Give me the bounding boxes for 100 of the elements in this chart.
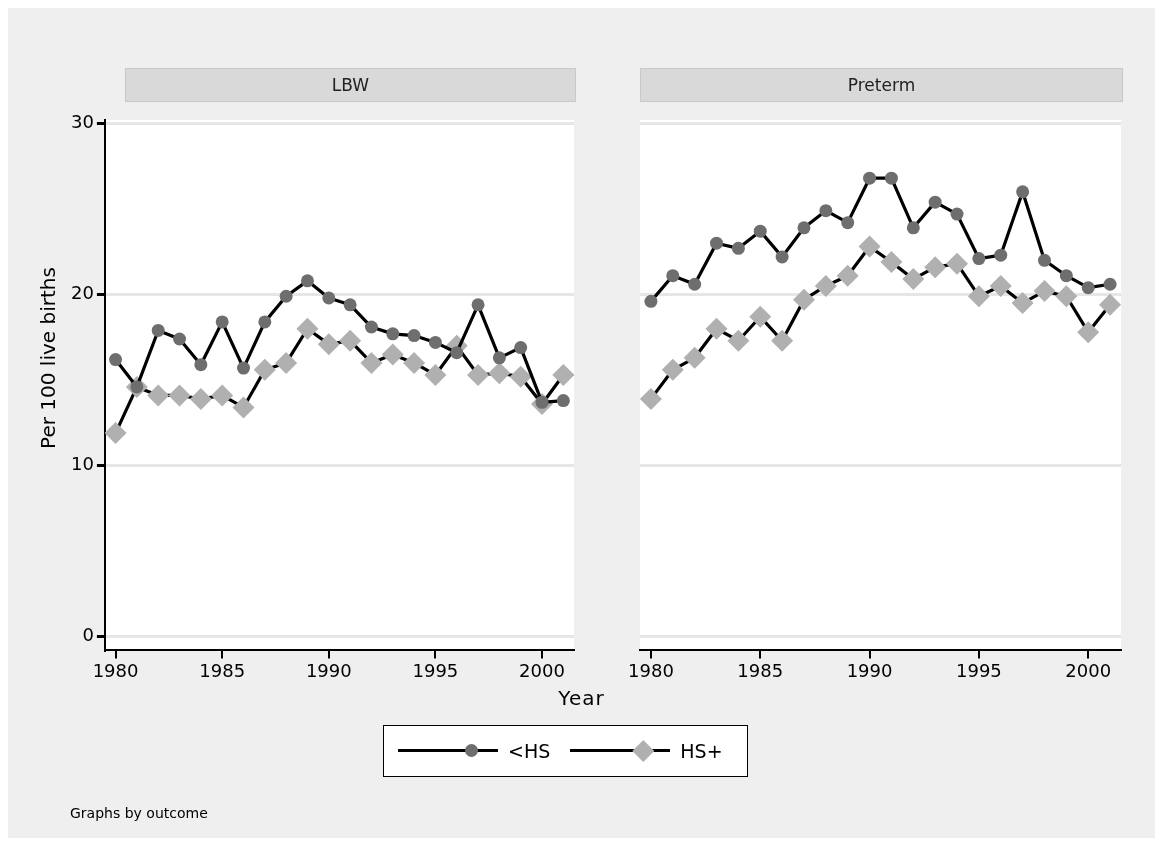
point [215,315,229,329]
point [381,343,404,366]
x-tick-label: 2000 [1065,659,1112,681]
point [253,358,276,381]
point [467,363,490,386]
point [902,268,925,291]
point [972,252,986,266]
y-axis-title: Per 100 live births [36,267,60,449]
chart-title: LBW [125,68,576,102]
point [104,422,127,445]
point [237,361,250,375]
x-tick-label: 1980 [628,659,674,681]
point [797,221,811,235]
point [753,224,767,238]
point [509,365,532,388]
point [168,384,191,407]
point [1016,185,1030,199]
point [989,274,1012,297]
y-tick-label: 0 [82,624,94,646]
point [471,298,485,312]
point [343,298,357,312]
point [173,332,187,346]
point [666,269,680,283]
point [836,264,859,287]
point [710,236,724,250]
x-tick-label: 1985 [199,659,246,681]
y-tick-label: 20 [71,282,94,304]
point [258,315,272,329]
point [322,291,336,305]
point [775,250,789,264]
point [339,329,362,352]
point [994,248,1008,262]
point [189,387,212,410]
x-tick-label: 1990 [305,659,352,681]
x-tick-label: 2000 [519,659,565,681]
point [151,323,165,337]
point [705,317,728,340]
point [1033,280,1056,303]
point [364,320,378,334]
point [1081,281,1095,295]
point [661,358,684,381]
point [428,335,442,349]
point [950,207,964,221]
point [1077,321,1100,344]
y-tick-label: 30 [71,111,94,133]
legend-label: HS+ [680,740,723,762]
point [147,384,170,407]
point [928,195,942,209]
legend-label: <HS [508,740,551,762]
point [317,333,340,356]
point [386,327,400,341]
point [792,288,815,311]
x-tick-label: 1980 [92,659,139,681]
point [300,274,314,288]
x-tick-label: 1995 [955,659,1002,681]
point [924,256,947,279]
point [1011,292,1034,315]
point [556,394,570,408]
x-axis-title: Year [557,686,606,710]
point [360,351,383,374]
point [488,362,511,385]
point [1059,269,1073,283]
point [403,351,426,374]
point [1099,293,1121,316]
point [1037,253,1051,267]
point [884,171,898,185]
point [967,285,990,308]
point [514,341,528,355]
point [194,358,208,372]
point [841,216,855,230]
point [858,235,881,258]
chart-title: Preterm [640,68,1123,102]
point [211,384,234,407]
point [731,241,745,255]
x-tick-label: 1995 [412,659,459,681]
point [109,353,123,367]
point [232,396,255,419]
point [880,251,903,274]
point [552,363,574,386]
point [819,204,833,218]
point [727,329,750,352]
point [749,305,772,328]
x-tick-label: 1990 [846,659,893,681]
y-tick-label: 10 [71,453,94,475]
point [863,171,877,185]
point [279,289,293,303]
point [450,346,464,360]
text: Graphs by outcome [70,805,208,821]
point [814,274,837,297]
point [275,351,298,374]
point [771,329,794,352]
point [683,346,706,369]
point [640,387,662,410]
point [492,351,506,365]
point [946,252,969,275]
point [424,363,447,386]
x-tick-label: 1985 [737,659,784,681]
point [644,294,658,308]
point [407,329,421,343]
point [1103,277,1117,291]
